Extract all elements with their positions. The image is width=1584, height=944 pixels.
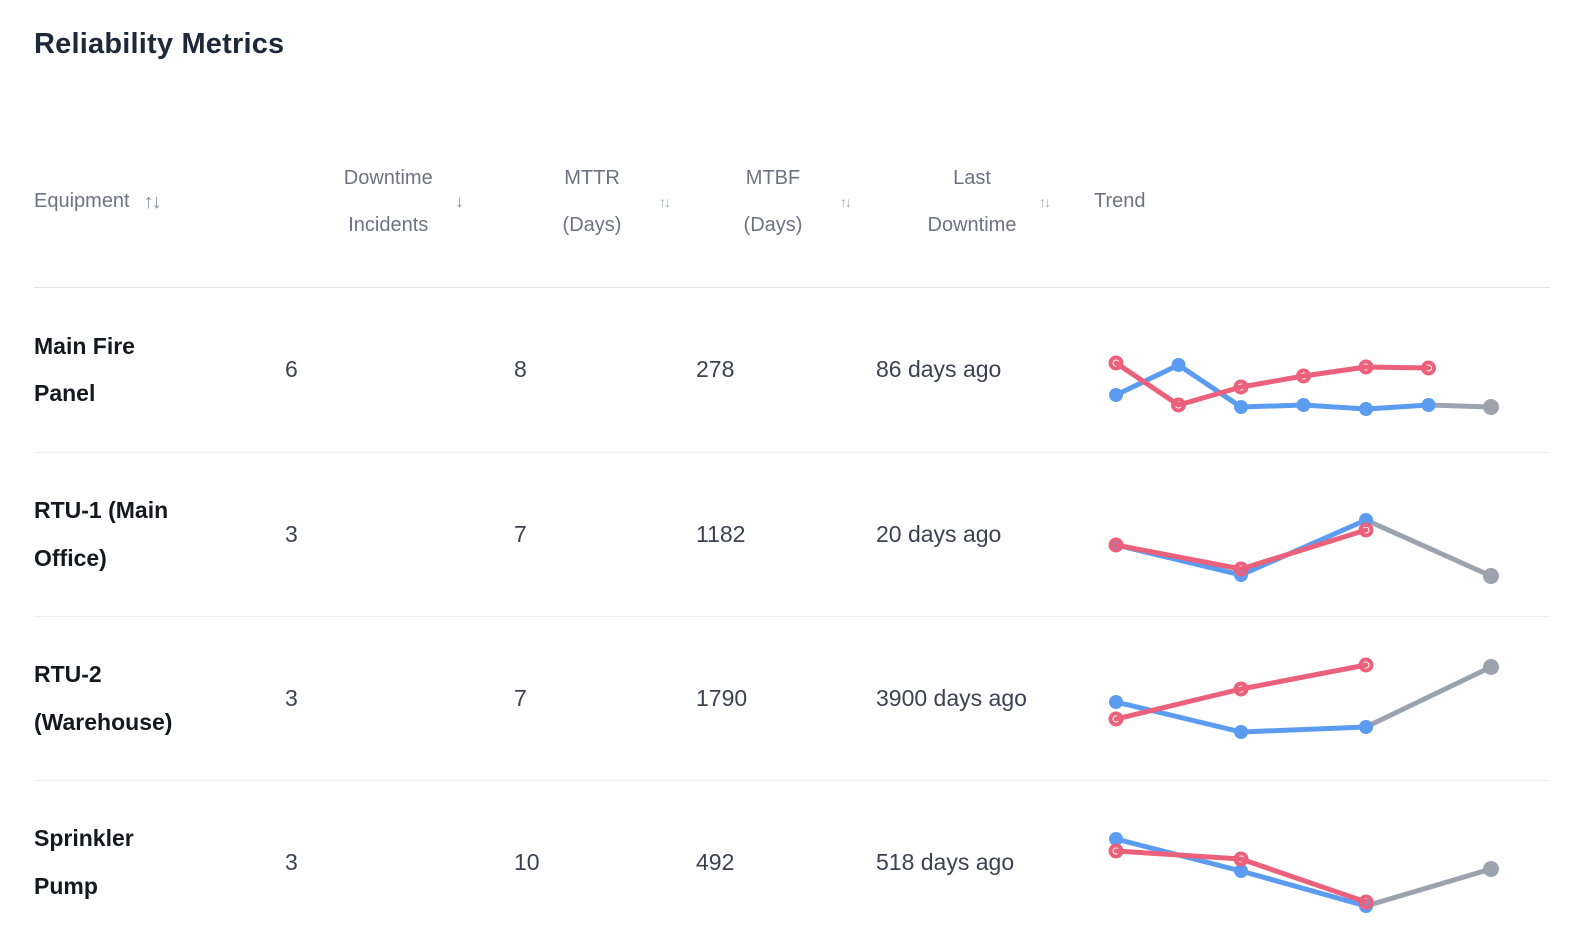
trend-sparkline — [1108, 512, 1499, 584]
sort-descending-icon[interactable]: ↓ — [455, 192, 463, 211]
column-header-trend: Trend — [1094, 178, 1550, 225]
trend-sparkline — [1108, 657, 1499, 739]
downtime-incidents-value: 3 — [285, 684, 298, 711]
column-header-last-downtime[interactable]: Last Downtime ↑↓ — [876, 155, 1094, 249]
column-header-downtime-incidents[interactable]: Downtime Incidents ↓ — [285, 155, 514, 249]
trend-cell — [1094, 485, 1550, 585]
column-header-mttr[interactable]: MTTR (Days) ↑↓ — [514, 155, 696, 249]
page-title: Reliability Metrics — [34, 28, 285, 60]
table-header-row: Equipment ↑↓ Downtime Incidents ↓ MTTR (… — [34, 116, 1550, 288]
sort-both-icon[interactable]: ↑↓ — [840, 193, 852, 210]
last-downtime-value: 20 days ago — [876, 520, 1002, 547]
equipment-name: Sprinkler Pump — [34, 825, 134, 899]
mtbf-value: 1182 — [696, 520, 746, 547]
last-downtime-value: 3900 days ago — [876, 684, 1027, 711]
table-row: RTU-2 (Warehouse) 3 7 1790 3900 days ago — [34, 616, 1550, 780]
last-downtime-value: 86 days ago — [876, 356, 1002, 383]
downtime-incidents-value: 6 — [285, 356, 298, 383]
column-label: Trend — [1094, 190, 1146, 212]
table-row: Sprinkler Pump 3 10 492 518 days ago — [34, 780, 1550, 944]
column-header-equipment[interactable]: Equipment ↑↓ — [34, 178, 285, 225]
trend-sparkline — [1108, 831, 1499, 913]
table-row: RTU-1 (Main Office) 3 7 1182 20 days ago — [34, 452, 1550, 616]
mtbf-value: 492 — [696, 848, 735, 875]
trend-cell — [1094, 813, 1550, 913]
column-label: Last Downtime — [927, 166, 1017, 236]
trend-cell — [1094, 320, 1550, 420]
column-header-mtbf[interactable]: MTBF (Days) ↑↓ — [696, 155, 876, 249]
equipment-name: RTU-2 (Warehouse) — [34, 661, 173, 735]
table-row: Main Fire Panel 6 8 278 86 days ago — [34, 288, 1550, 452]
sort-both-icon[interactable]: ↑↓ — [143, 190, 162, 213]
column-label: Downtime Incidents — [343, 166, 433, 236]
downtime-incidents-value: 3 — [285, 848, 298, 875]
mttr-value: 7 — [514, 520, 527, 547]
column-label: MTBF (Days) — [743, 166, 803, 236]
last-downtime-value: 518 days ago — [876, 848, 1015, 875]
mtbf-value: 278 — [696, 356, 735, 383]
mttr-value: 10 — [514, 848, 540, 875]
trend-sparkline — [1108, 355, 1499, 416]
equipment-name: Main Fire Panel — [34, 332, 135, 406]
downtime-incidents-value: 3 — [285, 520, 298, 547]
sort-both-icon[interactable]: ↑↓ — [1039, 193, 1051, 210]
mttr-value: 8 — [514, 356, 527, 383]
mtbf-value: 1790 — [696, 684, 748, 711]
equipment-name: RTU-1 (Main Office) — [34, 497, 169, 571]
sort-both-icon[interactable]: ↑↓ — [659, 193, 671, 210]
trend-cell — [1094, 649, 1550, 749]
column-label: MTTR (Days) — [562, 166, 622, 236]
mttr-value: 7 — [514, 684, 527, 711]
column-label: Equipment — [34, 190, 130, 212]
